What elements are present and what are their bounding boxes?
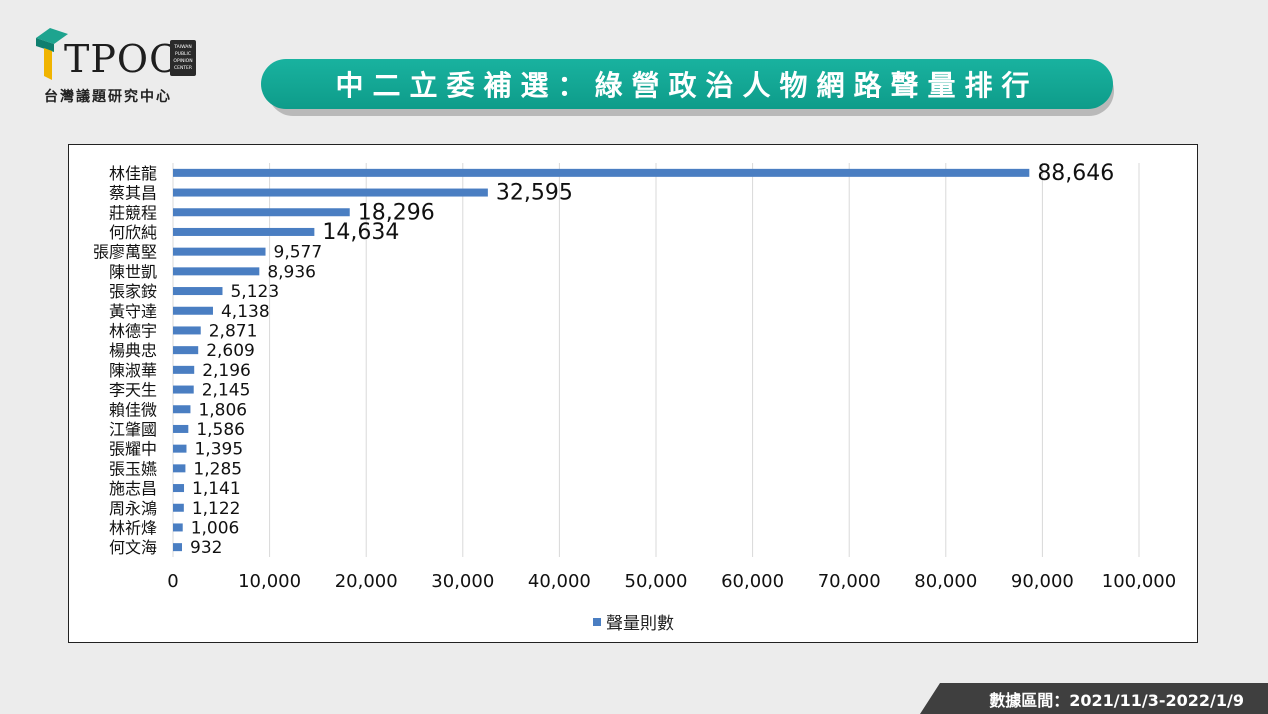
x-tick-label: 80,000: [914, 571, 977, 592]
category-label: 張廖萬堅: [93, 243, 157, 262]
bar: [173, 503, 184, 512]
bar: [173, 385, 194, 394]
bar: [173, 326, 201, 335]
data-label: 1,586: [196, 420, 245, 440]
seal-line-1: TAIWAN: [173, 44, 191, 50]
logo-name: TPOC: [64, 37, 180, 81]
bar: [173, 365, 195, 374]
data-label: 14,634: [322, 220, 399, 245]
x-tick-label: 60,000: [721, 571, 784, 592]
category-label: 江肇國: [109, 420, 157, 439]
x-tick-label: 0: [167, 571, 178, 592]
logo-seal: TAIWAN PUBLIC OPINION CENTER: [170, 40, 196, 76]
data-label: 4,138: [221, 302, 270, 322]
data-label: 2,871: [209, 321, 258, 341]
category-label: 林佳龍: [109, 164, 157, 183]
seal-line-3: OPINION: [173, 58, 192, 64]
x-tick-label: 10,000: [238, 571, 301, 592]
bar: [173, 287, 223, 296]
bar: [173, 523, 183, 532]
category-label: 施志昌: [109, 479, 157, 498]
seal-line-4: CENTER: [174, 65, 192, 71]
category-label: 莊競程: [109, 203, 157, 222]
data-label: 88,646: [1037, 161, 1114, 186]
category-label: 陳淑華: [109, 361, 157, 380]
category-label: 張耀中: [109, 440, 157, 459]
seal-line-2: PUBLIC: [175, 51, 191, 57]
data-label: 9,577: [274, 243, 323, 263]
bar: [173, 227, 315, 236]
category-label: 何欣純: [109, 223, 157, 242]
bar: [173, 444, 187, 453]
bar: [173, 267, 260, 276]
bar: [173, 188, 488, 197]
bar: [173, 484, 185, 493]
data-label: 2,196: [202, 361, 251, 381]
category-label: 周永鴻: [109, 499, 157, 518]
tpoc-logo: TPOC TAIWAN PUBLIC OPINION CENTER 台灣議題研究…: [34, 26, 204, 106]
logo-mark-icon: [36, 28, 68, 80]
data-label: 932: [190, 538, 222, 558]
x-tick-label: 100,000: [1102, 571, 1176, 592]
data-label: 1,006: [191, 518, 240, 538]
chart-container: 0 10,000 20,000 30,000 40,000 50,000 60,000 70,…: [68, 144, 1198, 643]
data-label: 1,122: [192, 499, 241, 519]
category-label: 李天生: [109, 381, 157, 400]
legend-label: 聲量則數: [606, 614, 674, 634]
bar: [173, 346, 199, 355]
category-label: 何文海: [109, 538, 157, 557]
bar: [173, 168, 1030, 177]
category-label: 林德宇: [109, 321, 157, 340]
category-label: 張家銨: [109, 282, 157, 301]
bar: [173, 247, 266, 256]
title-banner: 中二立委補選：綠營政治人物網路聲量排行: [261, 59, 1113, 109]
data-label: 32,595: [496, 181, 573, 206]
x-tick-label: 50,000: [625, 571, 688, 592]
data-label: 1,141: [192, 479, 241, 499]
category-label: 蔡其昌: [109, 184, 157, 203]
category-label: 張玉嬿: [109, 459, 157, 478]
page-title: 中二立委補選：綠營政治人物網路聲量排行: [335, 69, 1039, 102]
data-label: 8,936: [267, 262, 316, 282]
logo-subtitle: 台灣議題研究中心: [44, 89, 172, 105]
chart-legend: 聲量則數: [593, 609, 674, 634]
category-label: 楊典忠: [109, 341, 157, 360]
category-label: 黃守達: [109, 302, 157, 321]
bar: [173, 208, 350, 217]
x-tick-label: 70,000: [818, 571, 881, 592]
bar: [173, 424, 189, 433]
data-label: 2,609: [206, 341, 255, 361]
x-tick-label: 20,000: [335, 571, 398, 592]
data-label: 1,395: [194, 440, 243, 460]
bar: [173, 405, 191, 414]
x-tick-label: 40,000: [528, 571, 591, 592]
data-label: 5,123: [230, 282, 279, 302]
data-label: 1,806: [198, 400, 247, 420]
footer-bar: 數據區間：2021/11/3-2022/1/9: [920, 683, 1268, 714]
bar: [173, 464, 186, 473]
bar: [173, 306, 213, 315]
category-label: 賴佳微: [109, 400, 157, 419]
category-label: 陳世凱: [109, 262, 157, 281]
category-label: 林祈烽: [109, 518, 157, 537]
x-tick-label: 30,000: [431, 571, 494, 592]
data-label: 1,285: [193, 459, 242, 479]
legend-swatch: [593, 617, 601, 626]
date-range: 數據區間：2021/11/3-2022/1/9: [989, 690, 1244, 710]
data-label: 18,296: [358, 200, 435, 225]
bar: [173, 543, 183, 552]
data-label: 2,145: [202, 381, 251, 401]
bar-chart: 0 10,000 20,000 30,000 40,000 50,000 60,000 70,…: [93, 161, 1176, 592]
x-tick-label: 90,000: [1011, 571, 1074, 592]
